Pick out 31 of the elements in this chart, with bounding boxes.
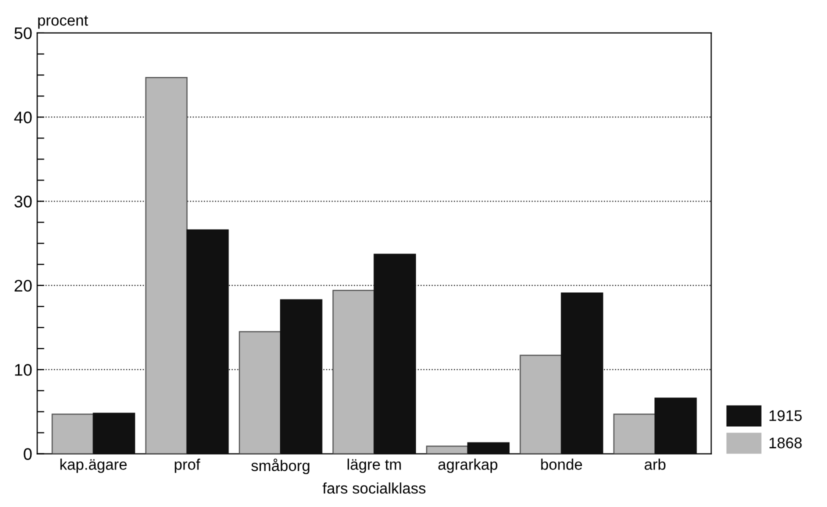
legend-label: 1868	[770, 438, 802, 448]
y-tick-label: 30	[14, 196, 32, 208]
bar	[238, 331, 282, 454]
y-tick-label: 10	[15, 364, 32, 376]
bar	[654, 398, 697, 454]
x-tick-label: prof	[174, 458, 200, 473]
y-tick-label: 50	[14, 27, 32, 40]
bar	[92, 412, 136, 454]
bar	[467, 442, 510, 454]
bar	[613, 414, 656, 454]
legend-label: 1915	[770, 410, 802, 422]
x-tick-label: agrarkap	[438, 458, 498, 473]
y-tick-label: 20	[14, 280, 32, 292]
bar	[52, 414, 94, 454]
bar	[426, 446, 468, 454]
x-tick-label: arb	[644, 458, 666, 470]
x-tick-label: bonde	[541, 458, 582, 470]
x-tick-label: småborg	[251, 458, 310, 474]
bar	[145, 77, 188, 454]
y-axis-title: procent	[38, 16, 88, 29]
bar	[374, 254, 416, 454]
bar	[560, 292, 604, 454]
bar	[186, 229, 229, 454]
x-tick-label: lägre tm	[348, 458, 401, 473]
x-axis-title: fars socialklass	[322, 482, 426, 494]
bar	[332, 290, 375, 454]
bar	[520, 354, 562, 454]
x-tick-label: kap.ägare	[60, 458, 127, 473]
y-tick-label: 0	[24, 448, 32, 460]
bar	[280, 299, 322, 454]
y-tick-label: 40	[14, 112, 32, 124]
